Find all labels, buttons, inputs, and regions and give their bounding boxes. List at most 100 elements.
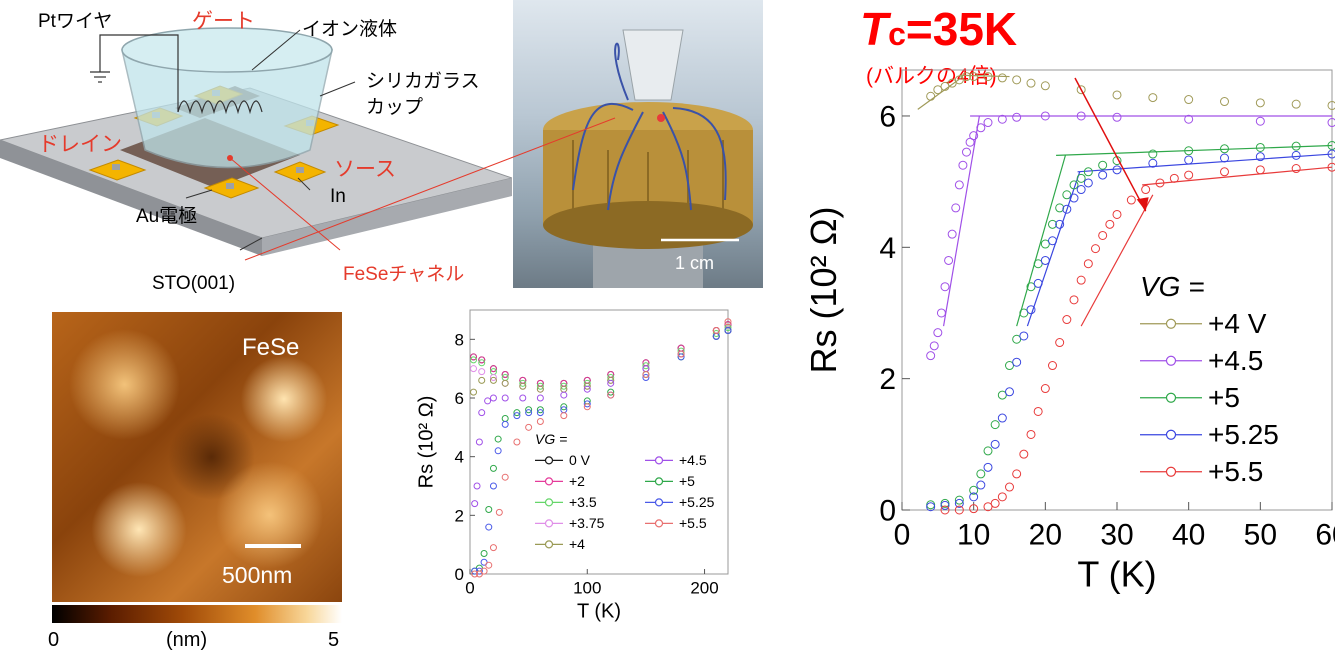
legend-label: +3.5 — [569, 494, 597, 510]
device-photo: 1 cm — [513, 0, 763, 288]
legend-swatch-marker — [1165, 392, 1177, 403]
legend-swatch-marker — [544, 477, 554, 486]
data-point — [494, 435, 502, 443]
data-point — [969, 131, 979, 141]
data-point — [1091, 244, 1100, 254]
data-point — [583, 382, 591, 390]
data-point — [489, 394, 497, 402]
data-point — [560, 391, 568, 399]
series-5p25 — [926, 149, 1335, 512]
data-point — [1076, 275, 1086, 285]
data-point — [976, 469, 986, 479]
photo-scale-label: 1 cm — [675, 253, 715, 273]
data-point — [1040, 81, 1050, 91]
legend-swatch-marker — [654, 519, 664, 528]
tc-arrow-line — [1074, 77, 1147, 212]
data-point — [1098, 170, 1108, 180]
data-point — [969, 72, 979, 82]
data-point — [560, 382, 568, 390]
data-point — [1012, 112, 1022, 122]
data-point — [489, 482, 497, 490]
device-schematic: Ptワイヤ ゲート イオン液体 シリカガラス カップ ドレイン ソース In A… — [0, 0, 514, 305]
small-chart-panel: 0 2 4 6 8 0 100 200 T (K) Rs (10² Ω) VG = 0 V +2 +3.5… — [395, 298, 740, 660]
series-2 — [470, 321, 732, 387]
tc-headline: Tc=35K — [860, 2, 1017, 56]
data-point — [983, 72, 993, 82]
data-point — [1076, 111, 1086, 121]
afm-colorbar — [52, 605, 342, 623]
data-point — [1169, 173, 1179, 183]
data-point — [1184, 114, 1194, 124]
photo-cup — [622, 29, 684, 101]
data-point — [1040, 239, 1050, 249]
y-tick-label: 4 — [455, 448, 464, 467]
y-tick-label: 8 — [455, 330, 464, 349]
data-point — [976, 480, 986, 490]
x-tick-label: 30 — [1100, 519, 1133, 552]
large-chart-panel: 02460102030405060T (K)Rs (10² Ω)VG =+4 V… — [770, 60, 1335, 660]
data-point — [1327, 118, 1335, 128]
photo-sample-dot — [657, 114, 665, 122]
data-point — [1076, 173, 1086, 183]
data-point — [485, 561, 493, 569]
data-point — [470, 388, 478, 396]
data-point — [990, 498, 1000, 508]
data-point — [1291, 164, 1301, 174]
data-point — [1012, 469, 1022, 479]
ground-symbol — [90, 71, 110, 83]
data-point — [1255, 165, 1265, 175]
data-point — [1184, 146, 1194, 156]
data-point — [1112, 165, 1122, 175]
schematic-drawing — [0, 27, 514, 256]
data-point — [583, 385, 591, 393]
legend-label: +4 — [569, 536, 585, 552]
data-point — [1291, 141, 1301, 151]
data-point — [1255, 116, 1265, 126]
data-point — [1220, 167, 1229, 177]
data-point — [536, 382, 544, 390]
data-point — [1012, 357, 1022, 367]
data-point — [958, 160, 968, 170]
data-point — [470, 353, 478, 361]
au-electrode-label: Au電極 — [136, 206, 198, 227]
onset-line — [1080, 194, 1154, 327]
plot-frame — [469, 309, 729, 575]
large-chart: 02460102030405060T (K)Rs (10² Ω)VG =+4 V… — [803, 69, 1335, 595]
legend-title: VG = — [1140, 271, 1205, 302]
data-point — [712, 329, 720, 337]
legend-swatch-marker — [544, 540, 554, 549]
data-point — [1083, 167, 1093, 177]
data-point — [929, 341, 939, 351]
data-point — [519, 382, 527, 390]
data-point — [501, 415, 509, 423]
data-point — [1055, 338, 1065, 348]
data-point — [1026, 305, 1036, 315]
data-point — [1033, 278, 1043, 288]
data-point — [677, 350, 685, 358]
x-axis-label: T (K) — [1077, 554, 1156, 595]
legend-label: +2 — [569, 473, 585, 489]
data-point — [536, 406, 544, 414]
data-point — [1040, 255, 1050, 265]
y-axis-label: Rs (10² Ω) — [416, 396, 438, 489]
data-point — [1255, 98, 1265, 108]
data-point — [489, 464, 497, 472]
data-point — [1076, 185, 1086, 195]
data-point — [475, 438, 483, 446]
legend-label: +3.75 — [569, 515, 605, 531]
x-tick-label: 200 — [690, 579, 718, 598]
data-point — [607, 376, 615, 384]
legend-swatch-marker — [544, 519, 554, 528]
data-point — [501, 473, 509, 481]
data-point — [480, 549, 488, 557]
channel-marker — [227, 155, 233, 161]
photo-drawing — [543, 29, 753, 288]
afm-image: FeSe 500nm — [52, 312, 342, 602]
data-point — [976, 123, 986, 133]
legend-swatch-marker — [1165, 355, 1177, 366]
y-tick-label: 0 — [455, 565, 464, 584]
data-point — [954, 180, 964, 190]
data-point — [677, 353, 685, 361]
substrate-front — [0, 140, 262, 256]
legend-label: +5.5 — [679, 515, 707, 531]
